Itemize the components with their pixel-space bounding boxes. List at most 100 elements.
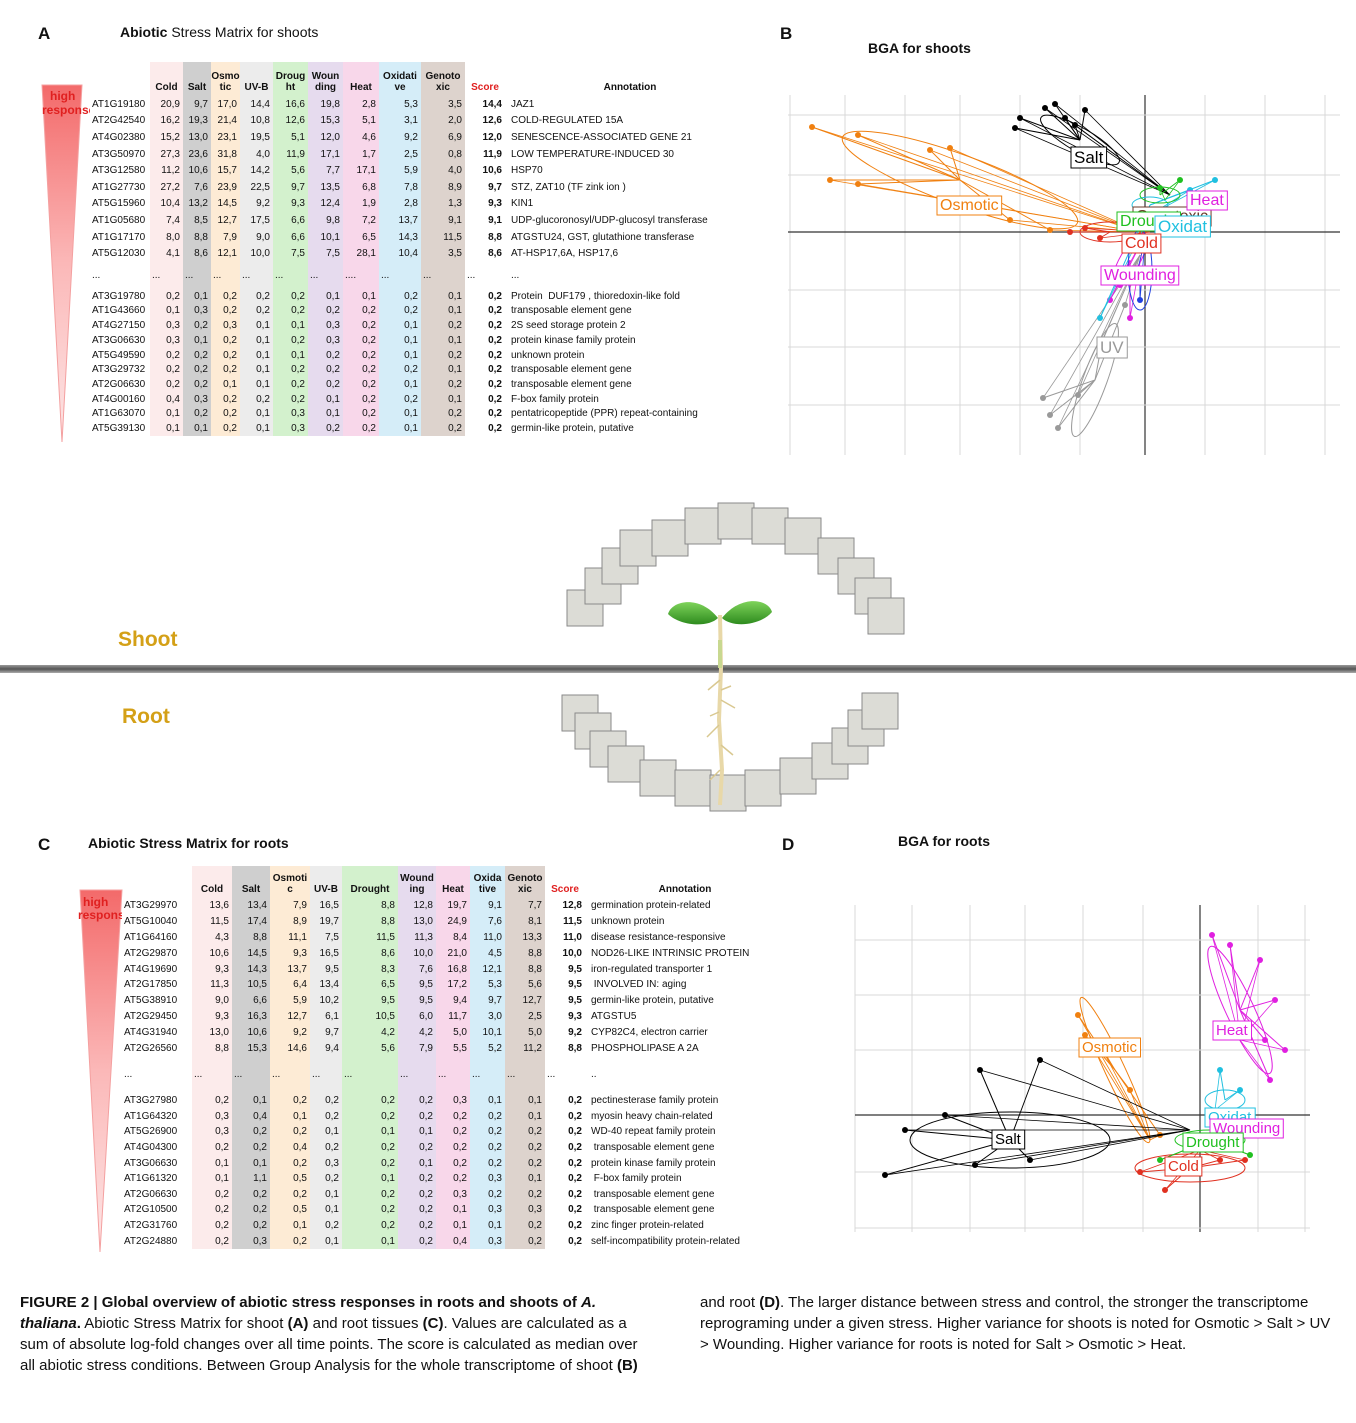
stress-value: 0,1 (421, 304, 465, 319)
annotation: pentatricopeptide (PPR) repeat-containin… (505, 406, 755, 421)
stress-value: 7,5 (273, 245, 308, 262)
stress-value: 8,3 (342, 961, 398, 977)
stress-value: 2,5 (505, 1009, 545, 1025)
stress-value: 0,2 (232, 1124, 270, 1140)
annotation: INVOLVED IN: aging (585, 977, 785, 993)
header-line: ve (394, 82, 405, 93)
stress-value: 9,2 (270, 1024, 310, 1040)
score: 0,2 (465, 289, 505, 304)
stress-value: 5,9 (379, 162, 421, 179)
gene-id: ... (122, 1056, 192, 1093)
stress-value: 20,9 (150, 96, 183, 113)
stress-value: 0,1 (150, 304, 183, 319)
stress-value: 0,3 (192, 1124, 232, 1140)
annotation: zinc finger protein-related (585, 1218, 785, 1234)
gene-id: AT4G31940 (122, 1024, 192, 1040)
stress-value: 0,1 (398, 1155, 436, 1171)
header-line: ht (286, 82, 295, 93)
stress-value: 13,0 (398, 914, 436, 930)
header-line: Droug (276, 71, 305, 82)
header-line: tic (220, 82, 232, 93)
sample-point (1040, 395, 1046, 401)
annotation: PHOSPHOLIPASE A 2A (585, 1040, 785, 1056)
sample-point (855, 132, 861, 138)
stress-value: 0,2 (273, 362, 308, 377)
group-label: Osmotic (940, 197, 999, 214)
sample-point (1082, 225, 1088, 231)
stress-value: 6,1 (310, 1009, 342, 1025)
stress-value: 0,2 (150, 377, 183, 392)
stress-value: 6,5 (342, 977, 398, 993)
score: 8,6 (465, 245, 505, 262)
header-line: Osmo (211, 71, 239, 82)
stress-value: 5,6 (342, 1040, 398, 1056)
header-cell (122, 866, 192, 898)
score: 9,3 (465, 196, 505, 213)
sample-point (977, 1067, 983, 1073)
stress-value: 0,2 (310, 1140, 342, 1156)
stress-value: 9,7 (310, 1024, 342, 1040)
stress-value: 11,5 (342, 930, 398, 946)
score: 11,0 (545, 930, 585, 946)
sample-point (1075, 392, 1081, 398)
annotation: transposable element gene (585, 1202, 785, 1218)
stress-value: 0,2 (273, 377, 308, 392)
annotation: HSP70 (505, 162, 755, 179)
stress-value: 0,2 (211, 421, 240, 436)
gene-id: AT3G19780 (90, 289, 150, 304)
score: 9,5 (545, 977, 585, 993)
stress-value: 9,4 (436, 993, 470, 1009)
stress-value: 8,8 (505, 961, 545, 977)
stress-value: 17,1 (343, 162, 379, 179)
annotation: NOD26-LIKE INTRINSIC PROTEIN (585, 945, 785, 961)
stress-value: 0,1 (240, 406, 273, 421)
stress-value: 10,0 (240, 245, 273, 262)
sample-point (1282, 1047, 1288, 1053)
stress-value: 9,7 (470, 993, 505, 1009)
sample-point (1127, 315, 1133, 321)
stress-value: 11,7 (436, 1009, 470, 1025)
stress-value: 0,2 (211, 406, 240, 421)
stress-value: 8,8 (192, 1040, 232, 1056)
group-label: Wounding (1104, 267, 1176, 284)
stress-value: 0,4 (150, 392, 183, 407)
stress-value: 14,4 (240, 96, 273, 113)
stress-value: 0,4 (232, 1109, 270, 1125)
stress-value: 16,6 (273, 96, 308, 113)
header-line: ing (410, 884, 425, 895)
sample-point (942, 1112, 948, 1118)
stress-value: 6,6 (273, 212, 308, 229)
stress-value: 13,3 (505, 930, 545, 946)
soil-line (0, 665, 1356, 673)
sample-point (1217, 1157, 1223, 1163)
score: 0,2 (545, 1202, 585, 1218)
stress-value: 0,2 (211, 362, 240, 377)
stress-value: 0,1 (342, 1233, 398, 1249)
stress-value: 0,2 (342, 1187, 398, 1203)
stress-value: 0,3 (308, 333, 343, 348)
stress-value: 0,2 (470, 1109, 505, 1125)
stress-value: 16,5 (310, 945, 342, 961)
gene-id: AT1G05680 (90, 212, 150, 229)
annotation: ... (505, 262, 755, 289)
stress-value: 5,0 (436, 1024, 470, 1040)
stress-value: 0,1 (308, 289, 343, 304)
stress-value: 3,0 (470, 1009, 505, 1025)
sample-point (1047, 227, 1053, 233)
stress-value: 0,1 (270, 1218, 310, 1234)
score: 9,1 (465, 212, 505, 229)
stress-value: 0,1 (379, 421, 421, 436)
stress-value: 7,7 (308, 162, 343, 179)
stress-value: 0,2 (192, 1233, 232, 1249)
stress-value: 4,2 (342, 1024, 398, 1040)
stress-value: 5,3 (379, 96, 421, 113)
annotation: self-incompatibility protein-related (585, 1233, 785, 1249)
gene-id: AT1G43660 (90, 304, 150, 319)
response-gradient (42, 85, 82, 442)
link-line (1045, 108, 1170, 195)
header-cell (90, 62, 150, 96)
score: 12,6 (465, 113, 505, 130)
sample-point (1052, 101, 1058, 107)
response-gradient (80, 890, 122, 1252)
stress-value: 0,2 (211, 289, 240, 304)
